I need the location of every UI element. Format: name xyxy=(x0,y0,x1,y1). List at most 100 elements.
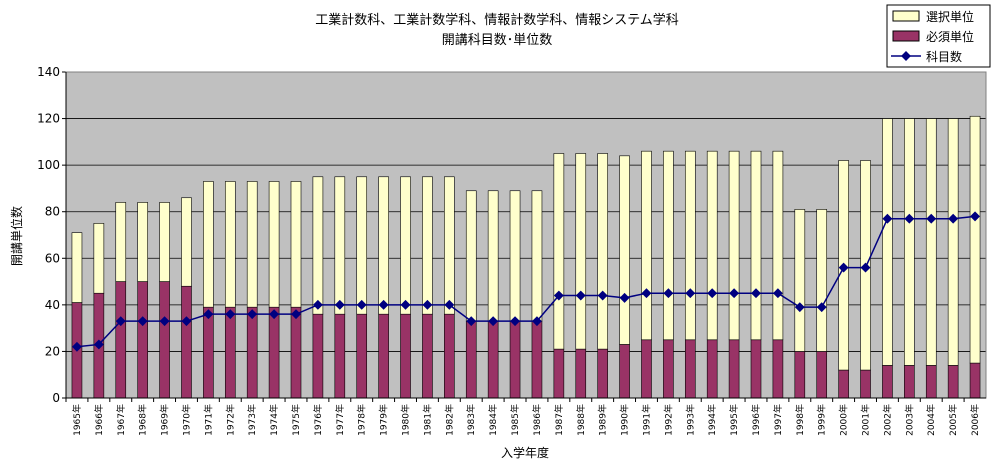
point-courses xyxy=(619,292,630,303)
bar-required xyxy=(619,344,630,399)
point-courses xyxy=(181,316,192,327)
legend-swatch-required xyxy=(892,30,920,42)
legend-label-elective: 選択単位 xyxy=(926,9,974,24)
bar-elective xyxy=(728,150,740,341)
legend-marker-courses xyxy=(901,51,911,61)
bar-elective xyxy=(268,181,280,308)
bar-required xyxy=(969,362,981,399)
bar-elective xyxy=(115,202,127,282)
legend-label-required: 必須単位 xyxy=(926,29,974,44)
x-tick-label: 1965年 xyxy=(71,404,83,436)
bar-required xyxy=(597,348,608,399)
x-tick-label: 1972年 xyxy=(224,404,236,436)
bar-elective xyxy=(619,155,630,345)
bar-required xyxy=(663,339,674,399)
bar-required xyxy=(904,365,915,399)
bar-elective xyxy=(203,181,214,308)
bar-required xyxy=(531,320,543,399)
point-courses xyxy=(203,309,214,320)
y-tick-label: 120 xyxy=(37,112,60,126)
bar-required xyxy=(268,306,280,399)
bar-elective xyxy=(925,118,937,366)
point-courses xyxy=(904,213,915,224)
x-tick-label: 1980年 xyxy=(400,404,412,436)
point-courses xyxy=(816,302,827,313)
bar-elective xyxy=(575,153,587,350)
bar-required xyxy=(684,339,696,399)
plot-background xyxy=(66,72,986,398)
bar-elective xyxy=(159,202,170,282)
bar-required xyxy=(290,306,302,399)
bar-required xyxy=(816,351,828,399)
x-tick-label: 1983年 xyxy=(465,404,477,436)
bar-required xyxy=(947,365,959,399)
point-courses xyxy=(553,290,564,301)
point-courses xyxy=(334,299,345,310)
legend-label-courses: 科目数 xyxy=(926,49,962,64)
x-tick-label: 2001年 xyxy=(860,404,872,436)
point-courses xyxy=(488,316,499,327)
bar-elective xyxy=(531,190,543,322)
point-courses xyxy=(269,309,280,320)
bar-required xyxy=(838,369,849,399)
x-tick-label: 1991年 xyxy=(640,404,652,436)
x-tick-label: 1999年 xyxy=(816,404,828,436)
point-courses xyxy=(444,299,455,310)
bar-elective xyxy=(224,181,236,308)
bar-elective xyxy=(312,176,324,315)
bar-elective xyxy=(553,153,565,350)
bar-elective xyxy=(969,115,981,364)
point-courses xyxy=(356,299,367,310)
point-courses xyxy=(751,288,761,299)
bar-required xyxy=(246,306,258,399)
bar-elective xyxy=(772,150,784,341)
point-courses xyxy=(641,288,652,299)
bar-required xyxy=(882,365,893,399)
bar-required xyxy=(553,348,565,399)
plot-area: 0 20 40 60 80 100 120 140 1965年 1966年 1967年 1968年 19… xyxy=(37,65,987,436)
bar-elective xyxy=(684,150,696,341)
x-tick-label: 2000年 xyxy=(838,404,850,436)
point-courses xyxy=(575,290,586,301)
x-tick-label: 1998年 xyxy=(794,404,806,436)
point-courses xyxy=(772,288,783,299)
x-tick-label: 2003年 xyxy=(903,404,915,436)
bar-elective xyxy=(904,118,915,366)
point-courses xyxy=(159,316,170,327)
bar-required xyxy=(422,313,433,399)
bar-elective xyxy=(246,181,258,308)
x-tick-label: 1992年 xyxy=(662,404,674,436)
point-courses xyxy=(663,288,674,299)
x-tick-label: 1997年 xyxy=(772,404,784,436)
bar-elective xyxy=(487,190,499,322)
point-courses xyxy=(794,302,805,313)
point-courses xyxy=(597,290,608,301)
bar-elective xyxy=(509,190,521,322)
x-tick-label: 1971年 xyxy=(202,404,214,436)
x-tick-label: 1977年 xyxy=(334,404,346,436)
x-tick-label: 1982年 xyxy=(443,404,455,436)
x-tick-label: 1973年 xyxy=(246,404,258,436)
x-axis-label: 入学年度 xyxy=(501,445,549,460)
x-tick-label: 1986年 xyxy=(531,404,543,436)
x-tick-label: 1966年 xyxy=(93,404,105,436)
point-courses xyxy=(948,213,959,224)
chart-title-line1: 工業計数科、工業計数学科、情報計数学科、情報システム学科 xyxy=(315,12,679,28)
point-courses xyxy=(838,262,849,273)
bar-elective xyxy=(882,118,893,366)
bar-required xyxy=(312,313,324,399)
bar-elective xyxy=(641,150,652,341)
bar-elective xyxy=(400,176,411,315)
bar-required xyxy=(356,313,368,399)
bar-elective xyxy=(465,190,477,322)
x-tick-label: 2004年 xyxy=(925,404,937,436)
y-tick-label: 0 xyxy=(52,391,60,405)
bar-elective xyxy=(334,176,346,315)
bar-required xyxy=(465,320,477,399)
y-axis-label: 開講単位数 xyxy=(9,206,24,266)
point-courses xyxy=(312,299,323,310)
bar-required xyxy=(772,339,784,399)
point-courses xyxy=(926,213,937,224)
point-courses xyxy=(970,211,980,222)
point-courses xyxy=(729,288,740,299)
